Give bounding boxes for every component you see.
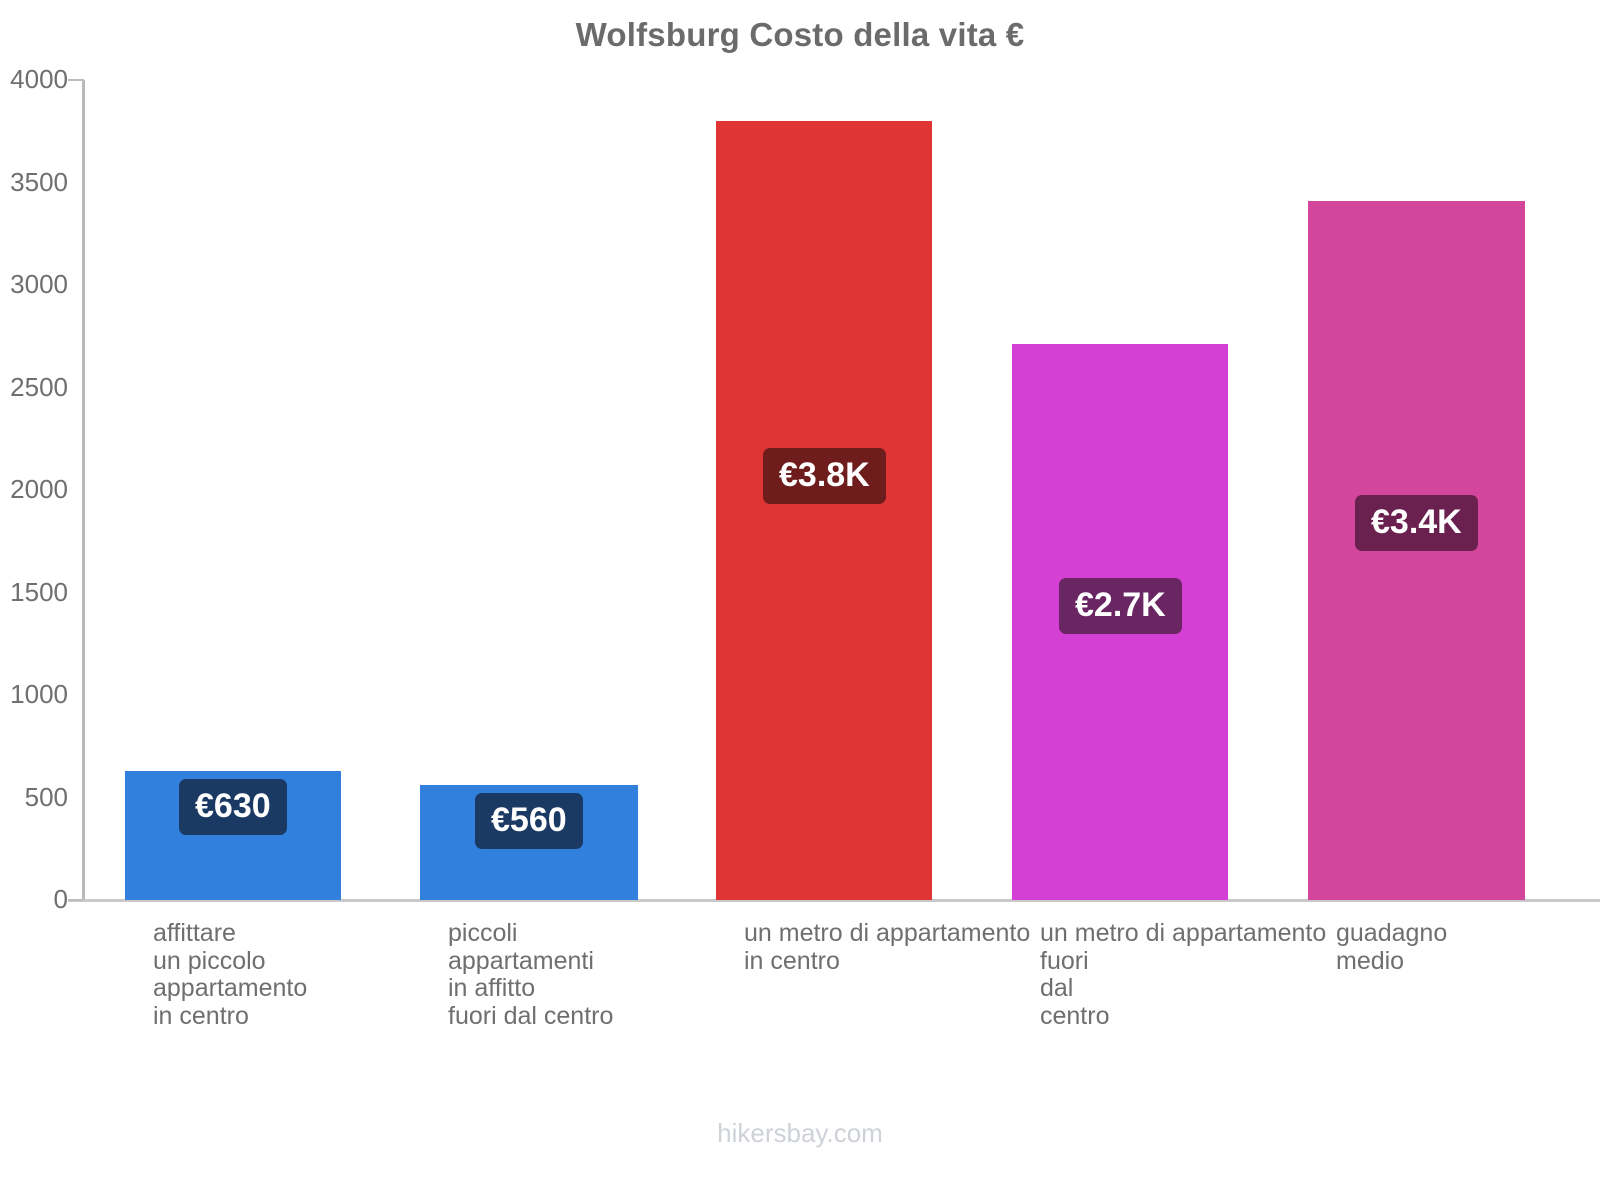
bar-value-label: €560 <box>475 793 583 849</box>
x-axis-category-label: affittare un piccolo appartamento in cen… <box>153 919 308 1030</box>
x-axis-category-label: guadagno medio <box>1336 919 1448 975</box>
bar-value-label: €3.8K <box>763 448 886 504</box>
y-axis-tick-label: 3000 <box>10 269 68 299</box>
y-axis-tick-label: 1500 <box>10 576 68 607</box>
y-axis-tick-label: 3500 <box>10 166 68 197</box>
bar-value-label: €2.7K <box>1059 578 1182 634</box>
y-axis-tick-label: 0 <box>53 884 68 914</box>
y-axis-tick-label: 1000 <box>10 679 68 709</box>
x-axis-category-label: un metro di appartamento fuori dal centr… <box>1040 919 1327 1030</box>
x-axis-category-label: piccoli appartamenti in affitto fuori da… <box>448 919 614 1030</box>
y-axis-tick-label: 2500 <box>10 371 68 402</box>
y-axis-tick-label: 500 <box>24 781 68 812</box>
x-axis-category-label: un metro di appartamento in centro <box>744 919 1031 975</box>
footer-credit: hikersbay.com <box>717 1118 883 1148</box>
y-axis-tick-label: 4000 <box>10 64 68 94</box>
y-axis-line <box>82 80 85 900</box>
bar[interactable] <box>716 121 932 900</box>
page-title: Wolfsburg Costo della vita € <box>575 16 1025 53</box>
x-axis-baseline <box>68 899 1600 902</box>
bar-value-label: €630 <box>179 779 287 835</box>
y-axis-tick-mark <box>68 899 84 901</box>
bar-value-label: €3.4K <box>1355 495 1478 551</box>
y-axis-tick-label: 2000 <box>10 474 68 504</box>
y-axis-tick-mark <box>68 79 84 81</box>
